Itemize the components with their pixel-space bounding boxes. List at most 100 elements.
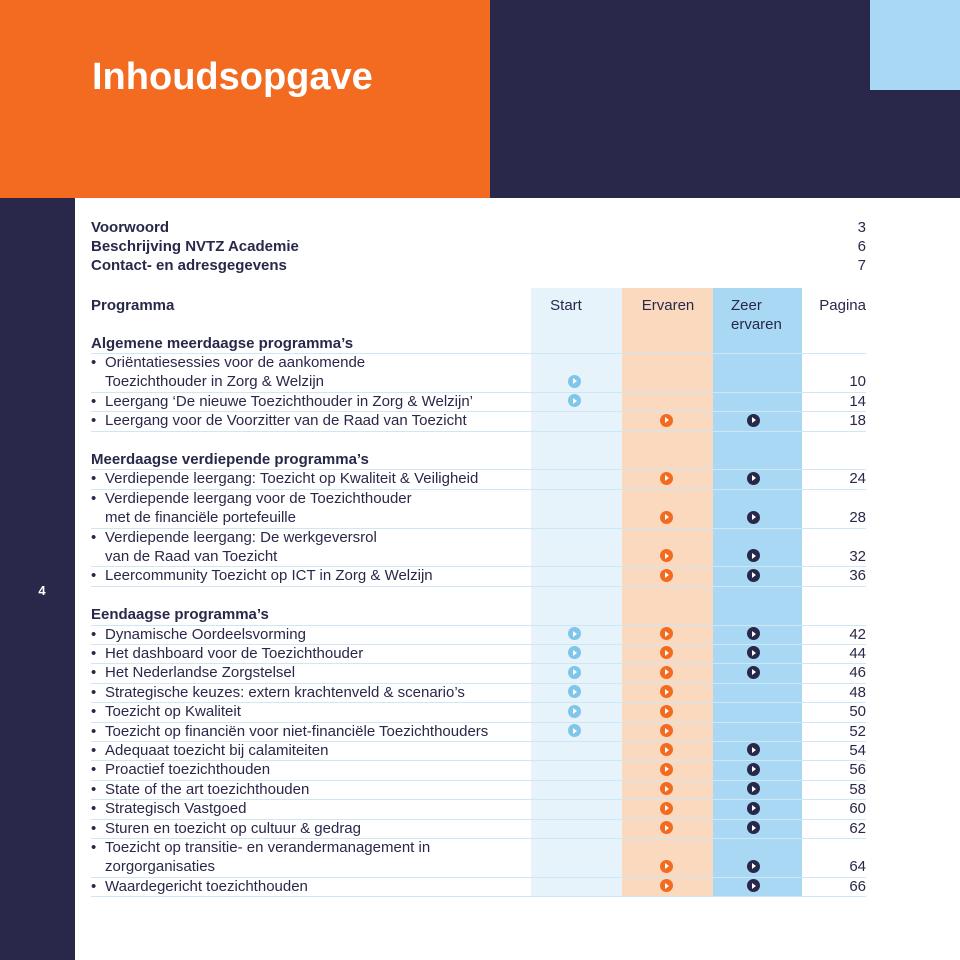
item-label: Verdiepende leergang: Toezicht op Kwalit…	[105, 470, 479, 488]
level-icon	[746, 549, 760, 563]
item-label: Leercommunity Toezicht op ICT in Zorg & …	[105, 567, 433, 585]
item-label: Toezicht op financiën voor niet-financië…	[105, 722, 489, 740]
section-title: Meerdaagse verdiepende programma’s	[91, 450, 369, 468]
zeer-ervaren-column	[713, 288, 802, 897]
level-icon	[659, 627, 673, 640]
level-icon	[659, 762, 673, 776]
item-page: 52	[849, 722, 866, 740]
intro-label: Beschrijving NVTZ Academie	[91, 237, 299, 255]
level-icon	[746, 859, 760, 873]
item-label: zorgorganisaties	[105, 858, 216, 876]
item-label: met de financiële portefeuille	[105, 509, 296, 527]
level-icon	[659, 704, 673, 718]
level-icon	[567, 685, 581, 699]
level-icon	[746, 821, 760, 834]
level-icon	[659, 801, 673, 815]
separator	[91, 760, 866, 762]
header-program: Programma	[91, 296, 175, 314]
separator	[91, 876, 866, 878]
bullet: •	[91, 567, 97, 585]
item-page: 10	[849, 373, 866, 391]
item-page: 50	[849, 703, 866, 721]
level-icon	[746, 743, 760, 757]
item-page: 54	[849, 741, 866, 759]
item-page: 24	[849, 470, 866, 488]
separator	[91, 585, 866, 587]
start-column	[531, 288, 622, 897]
level-icon	[567, 627, 581, 640]
section-title: Algemene meerdaagse programma’s	[91, 334, 354, 352]
separator	[91, 644, 866, 645]
item-page: 60	[849, 800, 866, 818]
level-icon	[746, 510, 760, 524]
separator	[91, 682, 866, 684]
intro-page: 7	[857, 257, 866, 275]
separator	[91, 799, 866, 801]
item-label: Toezicht op transitie- en verandermanage…	[105, 838, 431, 856]
level-icon	[659, 549, 673, 563]
level-icon	[659, 568, 673, 582]
separator	[91, 566, 866, 568]
item-label: Dynamische Oordeelsvorming	[105, 625, 306, 643]
section-title: Eendaagse programma’s	[91, 606, 269, 624]
item-label: Strategische keuzes: extern krachtenveld…	[105, 683, 465, 701]
bullet: •	[91, 741, 97, 759]
level-icon	[746, 665, 760, 679]
separator	[91, 391, 866, 393]
separator	[91, 353, 866, 354]
item-label: Leergang ‘De nieuwe Toezichthouder in Zo…	[105, 392, 473, 410]
bullet: •	[91, 644, 97, 662]
separator	[91, 663, 866, 665]
separator	[91, 721, 866, 723]
level-icon	[567, 394, 581, 408]
level-icon	[659, 510, 673, 524]
item-label: State of the art toezichthouden	[105, 780, 310, 798]
level-icon	[746, 568, 760, 582]
level-icon	[746, 782, 760, 796]
level-icon	[746, 801, 760, 815]
level-icon	[567, 646, 581, 660]
item-label: Toezichthouder in Zorg & Welzijn	[105, 373, 324, 391]
item-page: 14	[849, 392, 866, 410]
bullet: •	[91, 392, 97, 410]
separator	[91, 779, 866, 781]
intro-label: Contact- en adresgegevens	[91, 257, 287, 275]
level-icon	[659, 413, 673, 427]
item-label: Verdiepende leergang voor de Toezichthou…	[105, 489, 412, 507]
item-page: 66	[849, 877, 866, 895]
item-label: Verdiepende leergang: De werkgeversrol	[105, 528, 377, 546]
bullet: •	[91, 528, 97, 546]
bullet: •	[91, 625, 97, 643]
bullet: •	[91, 664, 97, 682]
bullet: •	[91, 722, 97, 740]
level-icon	[659, 724, 673, 737]
level-icon	[659, 821, 673, 834]
separator	[91, 741, 866, 742]
separator	[91, 527, 866, 529]
separator	[91, 469, 866, 471]
header-ervaren: Ervaren	[641, 296, 695, 314]
ervaren-column	[622, 288, 713, 897]
separator	[91, 818, 866, 820]
level-icon	[746, 627, 760, 640]
item-page: 36	[849, 567, 866, 585]
item-label: Waardegericht toezichthouden	[105, 877, 308, 895]
item-label: Het dashboard voor de Toezichthouder	[105, 644, 364, 662]
item-page: 56	[849, 761, 866, 779]
level-icon	[659, 782, 673, 796]
page-number: 4	[38, 583, 46, 598]
level-icon	[567, 724, 581, 737]
level-icon	[567, 665, 581, 679]
bullet: •	[91, 489, 97, 507]
header-zeer-ervaren: Zeer ervaren	[731, 296, 782, 333]
level-icon	[746, 471, 760, 485]
item-label: Oriëntatiesessies voor de aankomende	[105, 353, 366, 371]
item-label: Strategisch Vastgoed	[105, 800, 247, 818]
level-icon	[746, 413, 760, 427]
bullet: •	[91, 470, 97, 488]
item-page: 32	[849, 547, 866, 565]
level-icon	[659, 859, 673, 873]
level-icon	[567, 704, 581, 718]
level-icon	[746, 646, 760, 660]
